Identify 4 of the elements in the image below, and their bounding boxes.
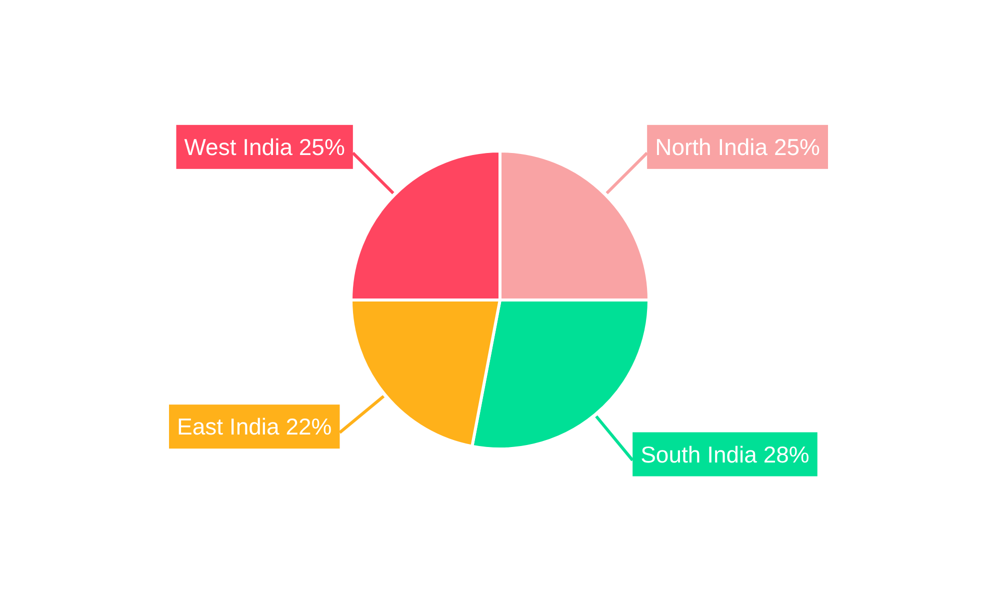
slice-label: North India 25% xyxy=(655,134,820,160)
slice-label: East India 22% xyxy=(177,414,332,440)
slice-label: West India 25% xyxy=(184,134,345,160)
slice-label: South India 28% xyxy=(640,441,810,468)
